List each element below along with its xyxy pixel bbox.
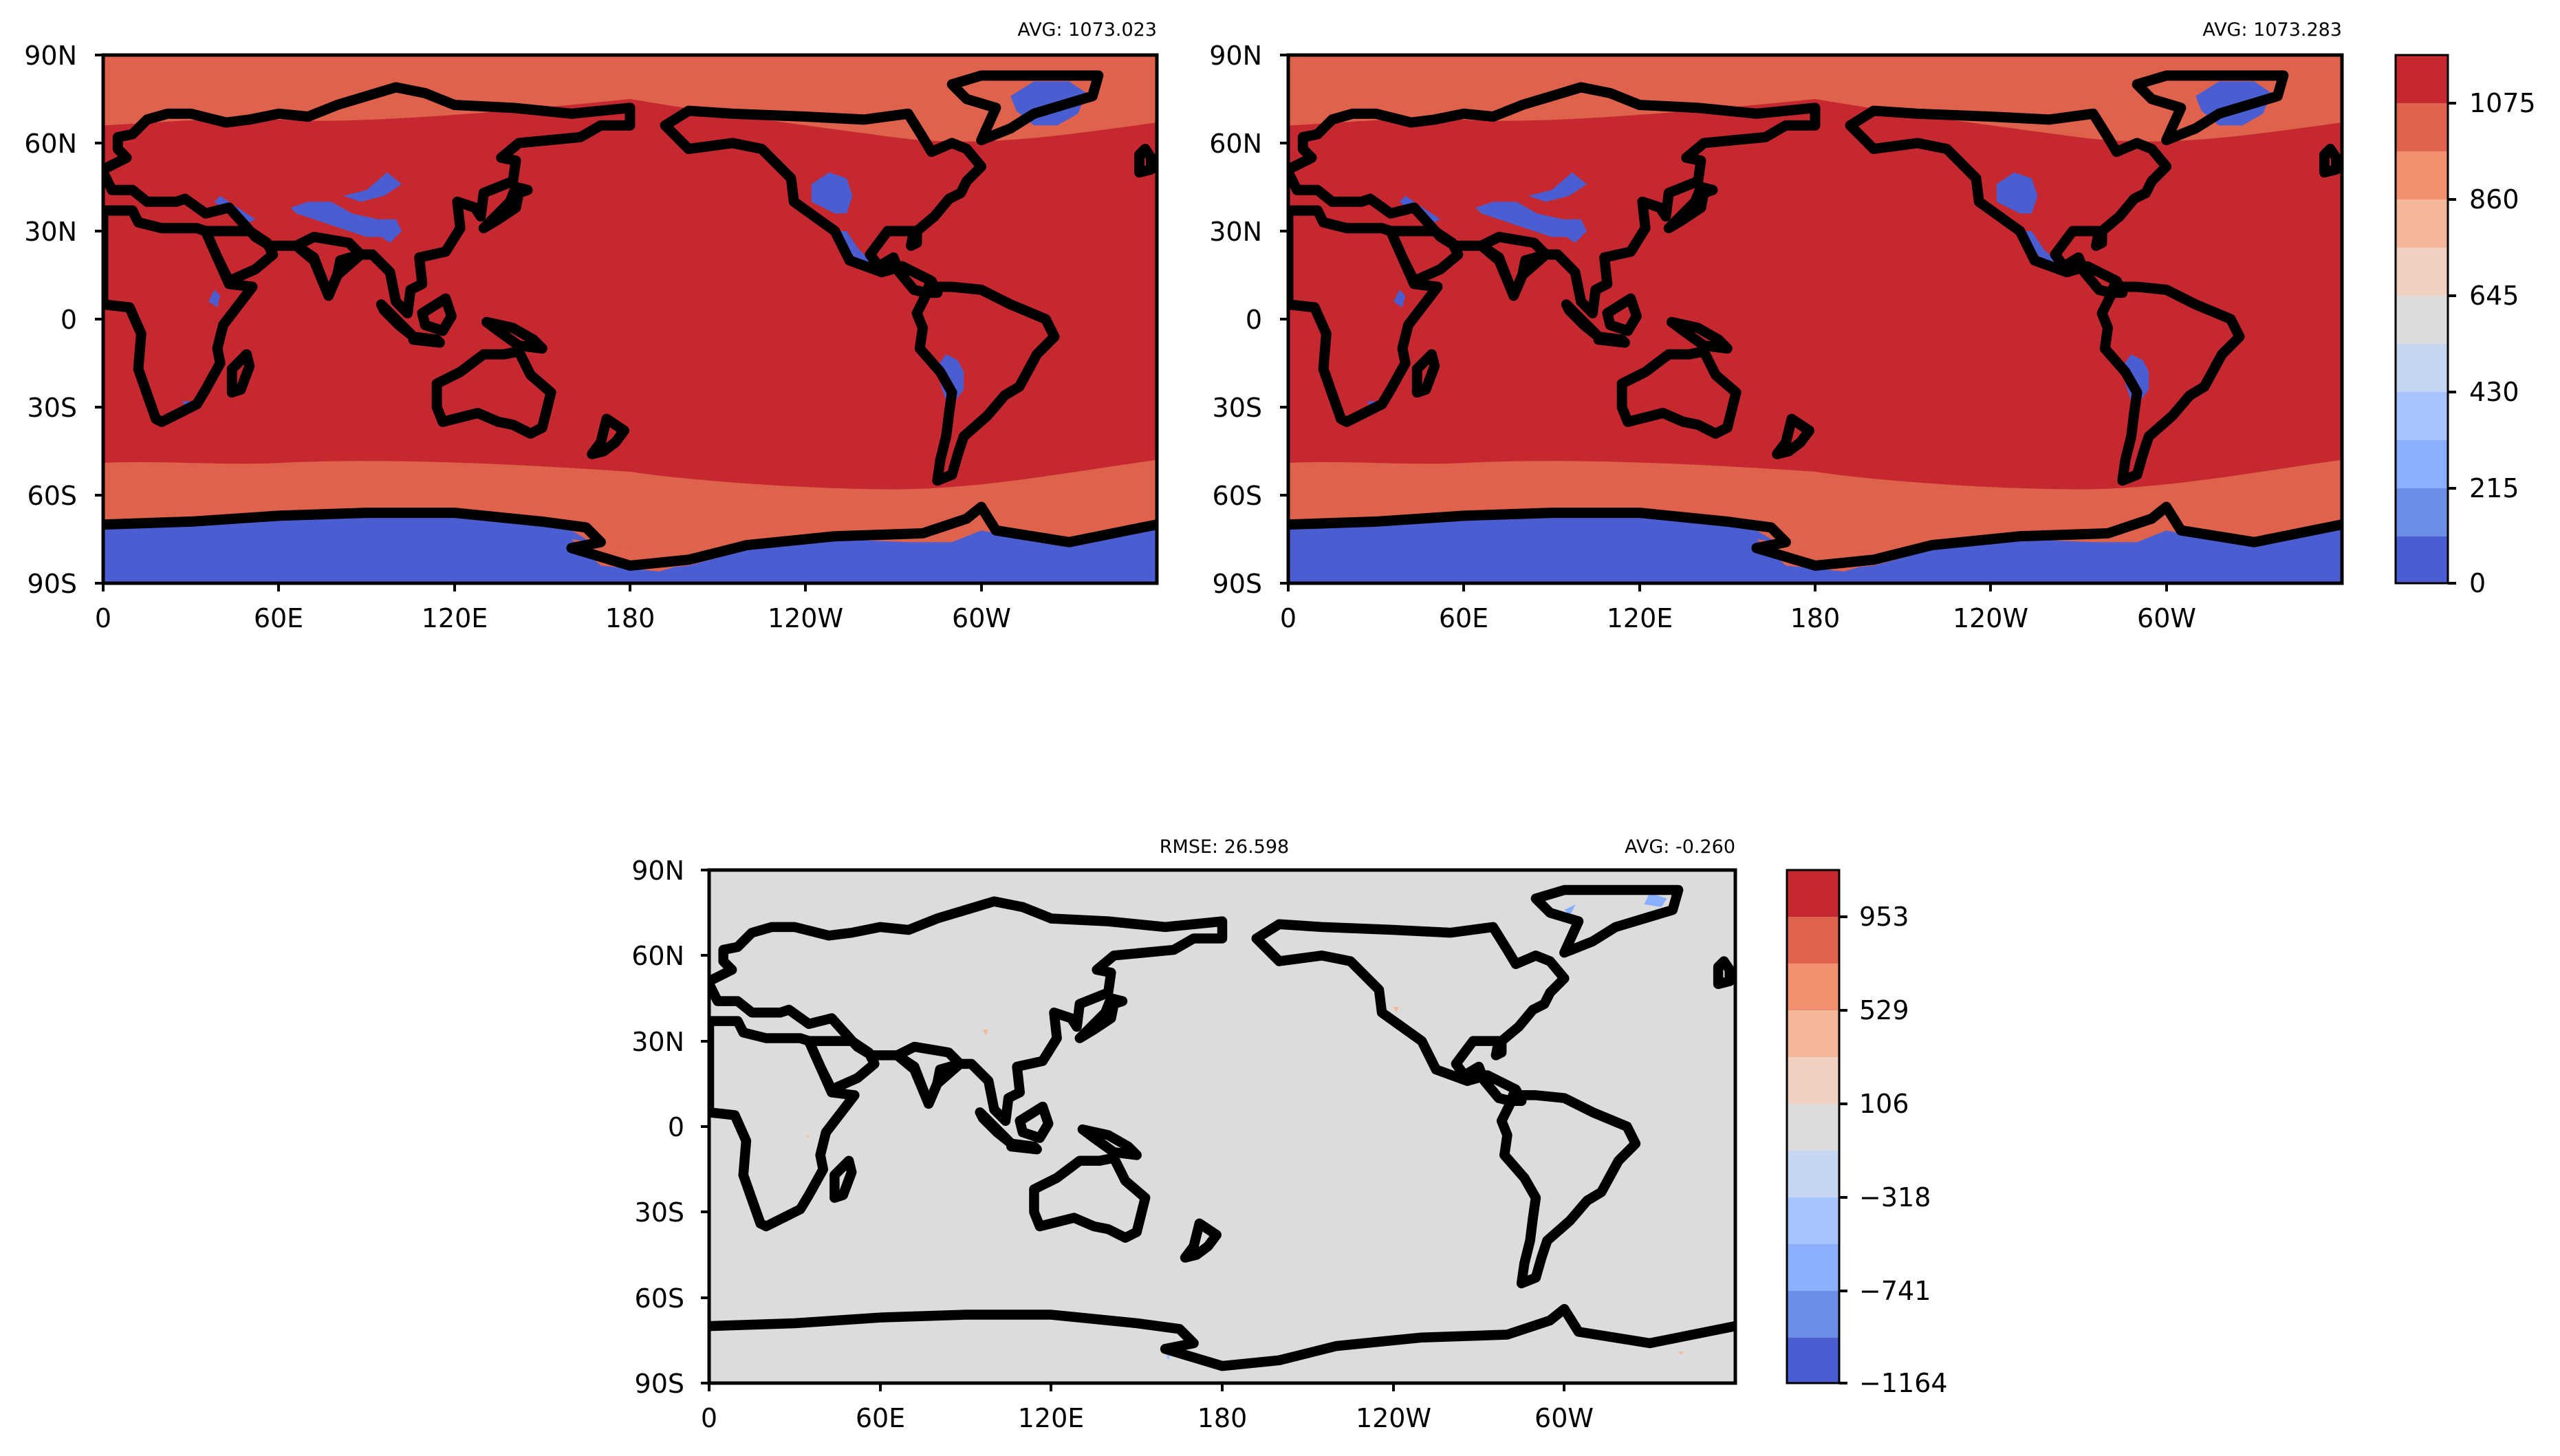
colorbar-swatch <box>2396 536 2448 583</box>
x-tick-label: 60E <box>856 1403 905 1433</box>
colorbar-tick-label: 529 <box>1859 995 1909 1025</box>
x-axis: 0 60E 120E 180 120W 60W <box>95 583 1011 633</box>
y-tick-label: 0 <box>61 305 77 335</box>
y-axis: 90N 60N 30N 0 30S 60S 90S <box>1209 41 1288 599</box>
colorbar-swatch <box>2396 488 2448 536</box>
colorbar-diff: 953 529 106 −318 −741 −1164 <box>1786 869 1948 1398</box>
colorbar-tick-label: 1075 <box>2469 88 2536 118</box>
y-tick-label: 0 <box>668 1112 684 1142</box>
x-tick-label: 0 <box>1280 603 1297 633</box>
colorbar-tick-label: 0 <box>2469 568 2486 598</box>
colorbar-swatch <box>2396 344 2448 392</box>
colorbar-swatch <box>1787 1338 1839 1383</box>
colorbar-tick-label: 215 <box>2469 473 2519 503</box>
colorbar-swatch <box>1787 1151 1839 1197</box>
colorbar-swatch <box>1787 1197 1839 1244</box>
y-tick-label: 60S <box>635 1283 684 1314</box>
colorbar-swatch <box>1787 870 1839 917</box>
y-tick-label: 60N <box>24 129 77 159</box>
y-tick-label: 30N <box>631 1027 684 1057</box>
colorbar-tick-label: 860 <box>2469 184 2519 215</box>
x-axis: 0 60E 120E 180 120W 60W <box>1280 583 2196 633</box>
colorbar-swatch <box>1787 1104 1839 1151</box>
map-panel-reference: AVG: 1073.283 90N 60N <box>1209 19 2344 633</box>
colorbar-swatch <box>1787 917 1839 964</box>
colorbar-swatch <box>1787 964 1839 1010</box>
colorbar-swatch <box>2396 248 2448 296</box>
avg-label: AVG: -0.260 <box>1625 836 1735 858</box>
colorbar-swatch <box>2396 55 2448 103</box>
y-tick-label: 90S <box>635 1369 684 1399</box>
x-tick-label: 120E <box>1607 603 1673 633</box>
y-tick-label: 60N <box>1209 129 1262 159</box>
y-tick-label: 30S <box>635 1197 684 1228</box>
colorbar-swatch <box>1787 1291 1839 1338</box>
y-axis: 90N 60N 30N 0 30S 60S 90S <box>631 856 709 1399</box>
tibet-low <box>290 172 402 243</box>
x-tick-label: 180 <box>1790 603 1841 633</box>
map-panel-test: AVG: 1073.023 <box>24 19 1159 633</box>
colorbar-tick-label: −741 <box>1859 1276 1931 1306</box>
x-tick-label: 120W <box>1953 603 2028 633</box>
colorbar-tick-label: 953 <box>1859 902 1909 932</box>
colorbar-swatch <box>1787 1057 1839 1104</box>
y-tick-label: 60S <box>1213 481 1262 511</box>
map-field <box>1288 55 2342 583</box>
colorbar-tick-label: 430 <box>2469 377 2519 407</box>
y-tick-label: 60S <box>28 481 77 511</box>
x-tick-label: 60W <box>952 603 1011 633</box>
x-tick-label: 120E <box>1018 1403 1085 1433</box>
x-tick-label: 60W <box>1534 1403 1594 1433</box>
colorbar-swatch <box>1787 1244 1839 1291</box>
y-tick-label: 90N <box>24 41 77 71</box>
x-tick-label: 0 <box>95 603 111 633</box>
ethiopia-low <box>208 290 221 307</box>
colorbar-swatch <box>2396 103 2448 151</box>
antarctica-low <box>103 512 1157 583</box>
y-tick-label: 30N <box>1209 217 1262 247</box>
y-axis: 90N 60N 30N 0 30S 60S 90S <box>24 41 103 599</box>
y-tick-label: 0 <box>1246 305 1262 335</box>
y-tick-label: 30S <box>28 393 77 423</box>
colorbar-tick-label: 106 <box>1859 1089 1909 1119</box>
y-tick-label: 30N <box>24 217 77 247</box>
x-axis: 0 60E 120E 180 120W 60W <box>701 1383 1594 1433</box>
x-tick-label: 120W <box>1356 1403 1431 1433</box>
rmse-label: RMSE: 26.598 <box>1160 836 1289 858</box>
x-tick-label: 60W <box>2137 603 2196 633</box>
map-panel-difference: RMSE: 26.598 AVG: -0.260 90N 60N 30N 0 3… <box>631 836 1737 1433</box>
y-tick-label: 90S <box>28 569 77 599</box>
x-tick-label: 60E <box>1439 603 1488 633</box>
y-tick-label: 60N <box>631 941 684 971</box>
colorbar-main: 1075 860 645 430 215 0 <box>2394 54 2536 598</box>
x-tick-label: 180 <box>605 603 655 633</box>
y-tick-label: 90N <box>1209 41 1262 71</box>
x-tick-label: 0 <box>701 1403 717 1433</box>
x-tick-label: 120E <box>422 603 488 633</box>
colorbar-tick-label: −318 <box>1859 1182 1931 1213</box>
y-tick-label-group: 90N 60N 30N 0 30S 60S 90S <box>24 41 77 599</box>
map-field <box>103 55 1157 583</box>
y-tick-label: 90N <box>631 856 684 886</box>
colorbar-swatch <box>1787 1010 1839 1057</box>
avg-label: AVG: 1073.023 <box>1017 19 1157 41</box>
x-tick-label: 60E <box>254 603 303 633</box>
colorbar-tick-label: 645 <box>2469 281 2519 311</box>
colorbar-swatch <box>2396 199 2448 248</box>
map-field <box>709 870 1735 1383</box>
colorbar-tick-label: −1164 <box>1859 1368 1948 1398</box>
x-tick-label: 120W <box>768 603 843 633</box>
avg-label: AVG: 1073.283 <box>2202 19 2342 41</box>
x-tick-label: 180 <box>1197 1403 1248 1433</box>
colorbar-main-swatches <box>2396 55 2448 583</box>
colorbar-swatch <box>2396 296 2448 344</box>
y-tick-label: 90S <box>1213 569 1262 599</box>
rockies-low <box>811 172 853 214</box>
colorbar-swatch <box>2396 440 2448 488</box>
colorbar-swatch <box>2396 392 2448 440</box>
colorbar-swatch <box>2396 151 2448 199</box>
y-tick-label: 30S <box>1213 393 1262 423</box>
